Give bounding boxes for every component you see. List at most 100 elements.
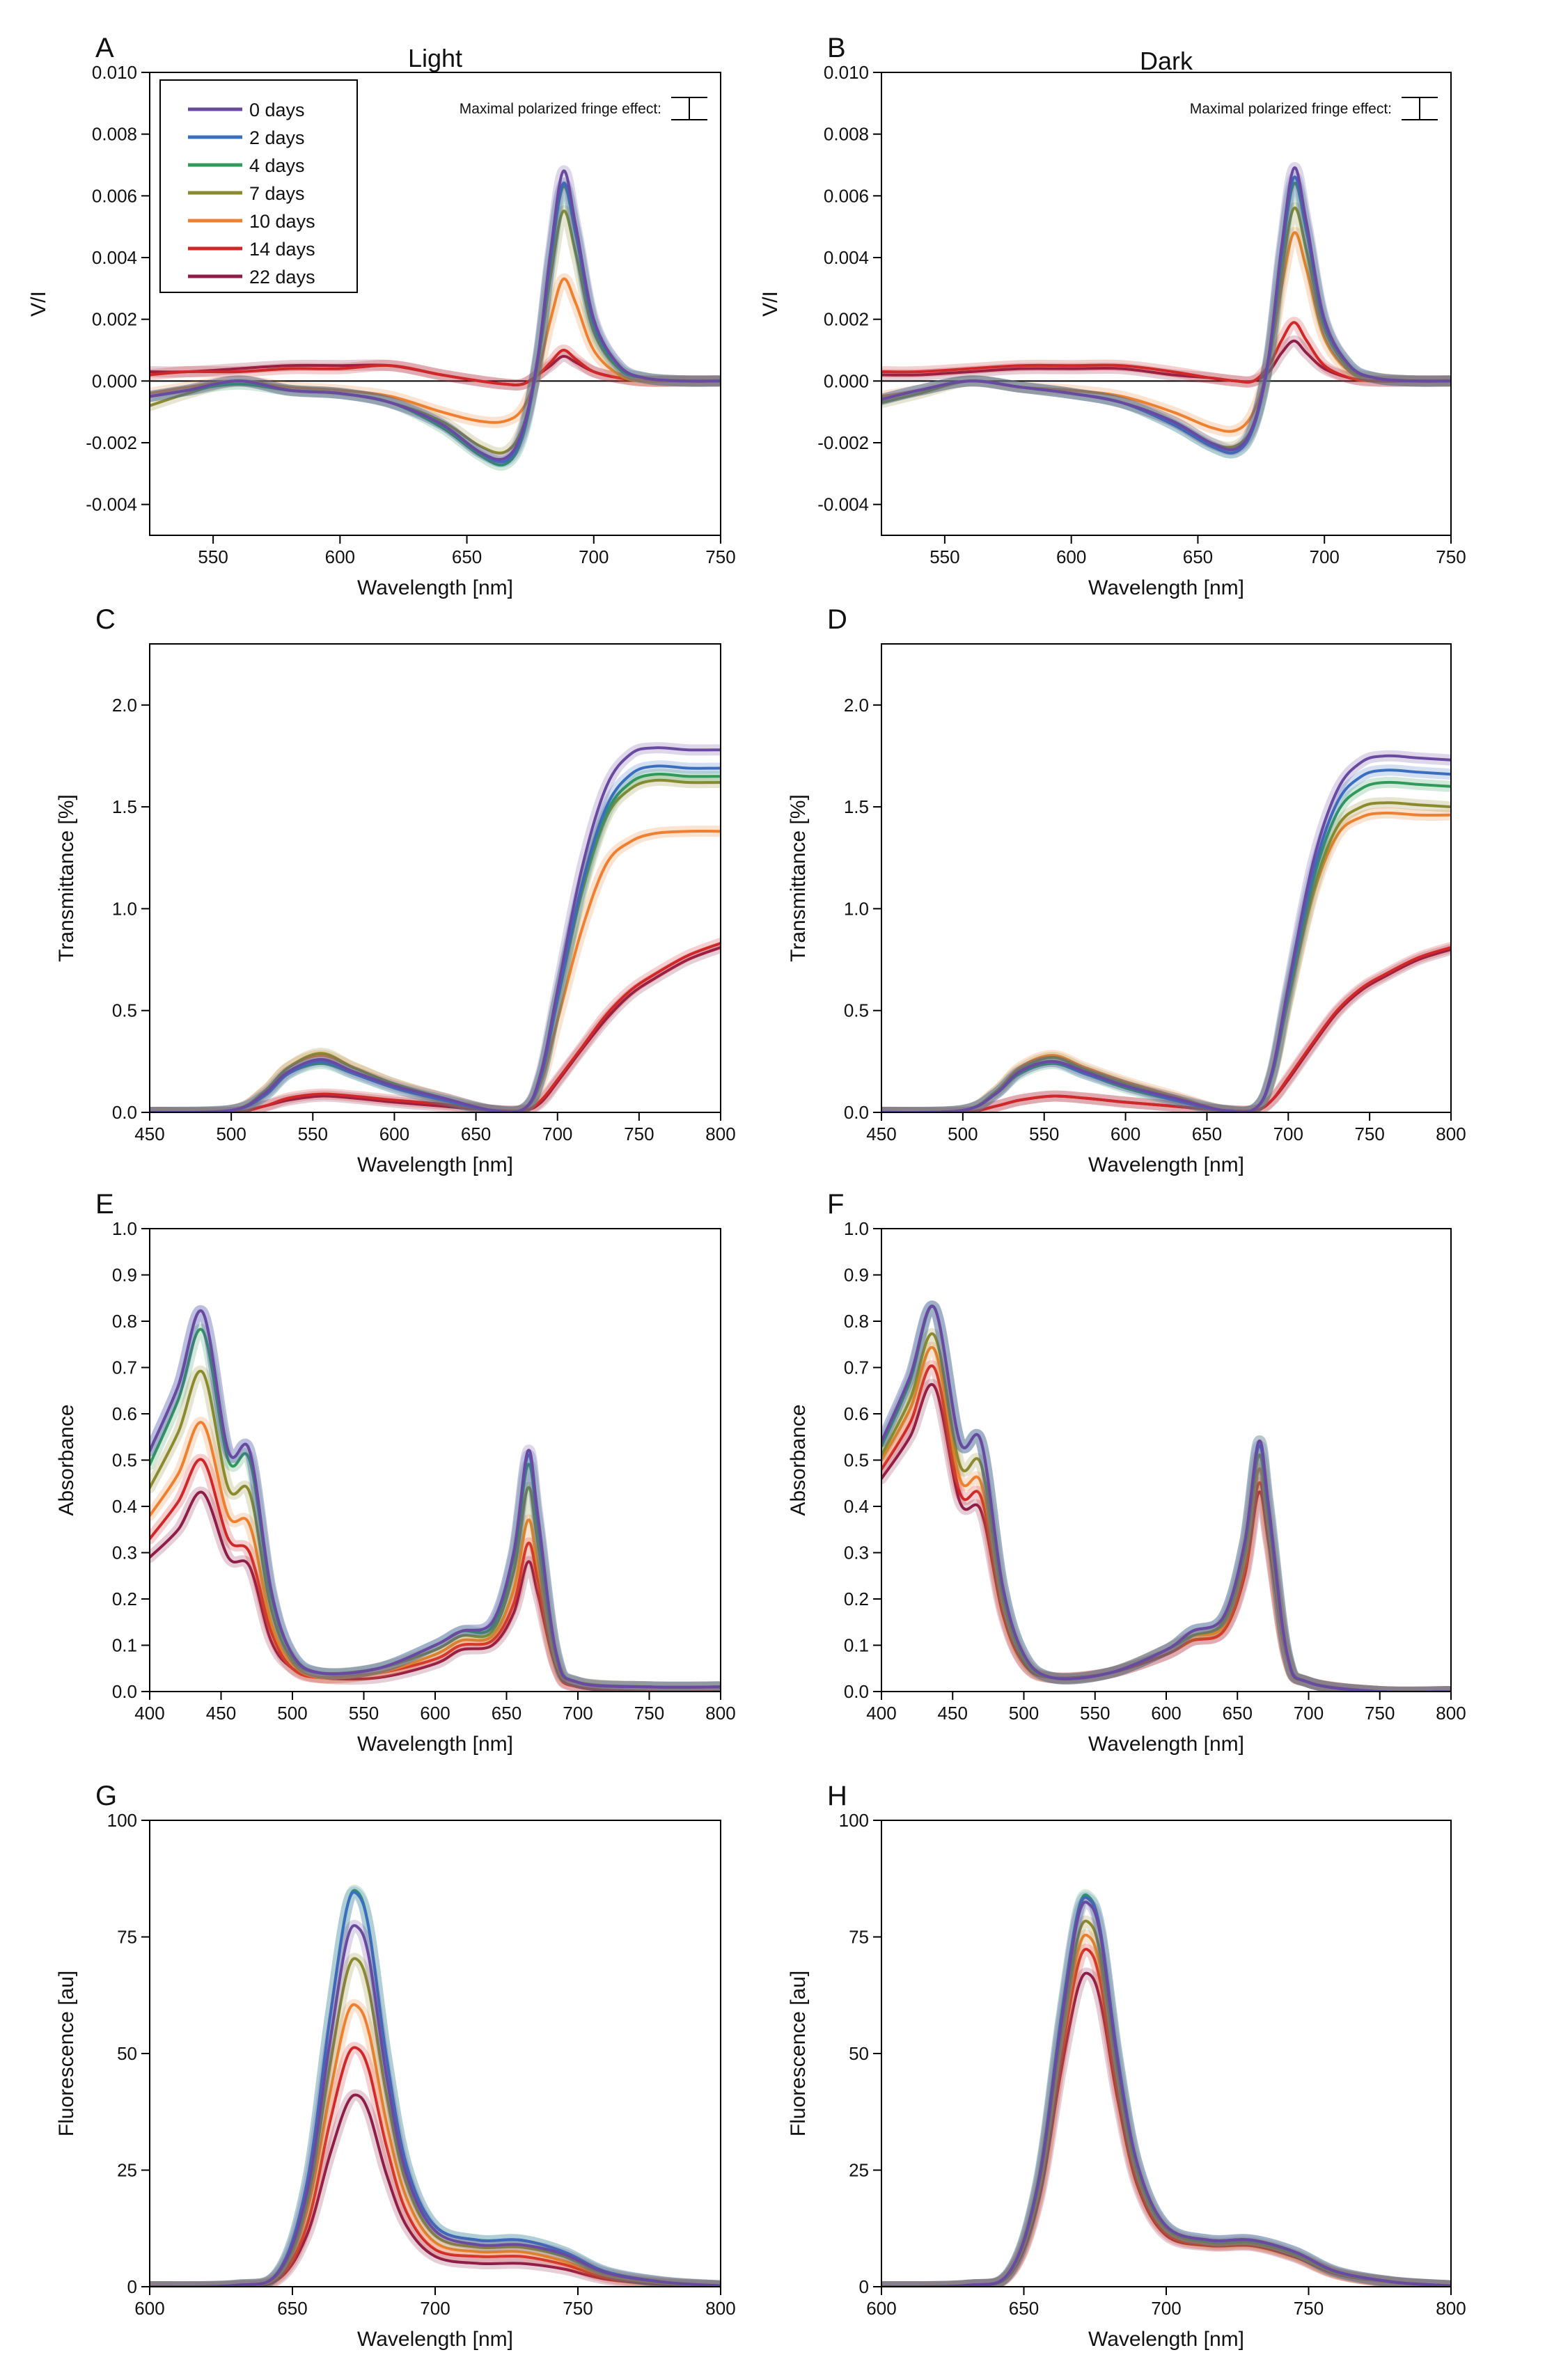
- y-tick-label: 0.7: [112, 1357, 137, 1378]
- x-tick-label: 650: [277, 2298, 307, 2319]
- column-title-light: Light: [408, 44, 462, 72]
- y-tick-label: 0: [127, 2276, 137, 2297]
- y-tick-label: 1.5: [844, 796, 869, 817]
- y-tick-label: 50: [117, 2043, 137, 2064]
- fringe-note: Maximal polarized fringe effect:: [460, 101, 661, 117]
- panel-letter: A: [95, 33, 114, 63]
- series-line-0-days: [150, 1924, 721, 2287]
- plot-frame: [149, 643, 721, 1113]
- plot-frame: [881, 72, 1452, 536]
- y-tick-label: 0.000: [92, 370, 137, 391]
- series-line-14-days: [150, 2046, 721, 2287]
- y-axis-label: Transmittance [%]: [55, 794, 78, 962]
- x-tick-label: 600: [1151, 1703, 1181, 1724]
- y-tick-label: 1.0: [112, 1218, 137, 1239]
- panel-letter: E: [95, 1189, 114, 1220]
- y-tick-label: 0.2: [112, 1589, 137, 1609]
- y-tick-label: 0.1: [112, 1635, 137, 1656]
- series-line-22-days: [150, 2093, 721, 2287]
- x-tick-label: 700: [1310, 546, 1340, 567]
- chart-panel-c: 450 500 550 600 650 700 750 800 0.0 0.5 1.0 1.5 2.0 W…: [55, 604, 736, 1176]
- y-tick-label: -0.002: [86, 432, 137, 453]
- y-tick-label: 0.5: [844, 1450, 869, 1471]
- series-line-2-days: [150, 1891, 721, 2287]
- series-line-10-days: [150, 2003, 721, 2287]
- x-tick-label: 600: [866, 2298, 896, 2319]
- y-tick-label: 0.0: [844, 1681, 869, 1702]
- panel-letter: D: [827, 604, 847, 635]
- series-group: [150, 742, 721, 1112]
- y-tick-label: 0.5: [844, 1000, 869, 1021]
- y-tick-label: -0.004: [86, 494, 137, 515]
- chart-panel-f: 400 450 500 550 600 650 700 750 800 0.0 0.1 0.2 0.3 0…: [787, 1189, 1466, 1756]
- x-tick-label: 700: [1151, 2298, 1181, 2319]
- x-tick-label: 500: [1009, 1703, 1039, 1724]
- x-tick-label: 450: [206, 1703, 236, 1724]
- y-tick-label: 0.2: [844, 1589, 869, 1609]
- x-tick-label: 600: [134, 2298, 164, 2319]
- y-tick-label: -0.002: [817, 432, 869, 453]
- y-tick-label: 1.0: [844, 1218, 869, 1239]
- legend-label: 4 days: [249, 155, 305, 176]
- y-tick-label: 0.006: [824, 185, 869, 206]
- y-tick-label: 0.5: [112, 1000, 137, 1021]
- y-tick-label: 0.006: [92, 185, 137, 206]
- y-tick-label: 100: [839, 1810, 869, 1831]
- x-tick-label: 500: [277, 1703, 307, 1724]
- series-line-14-days: [150, 349, 721, 386]
- x-tick-label: 800: [705, 2298, 735, 2319]
- series-line-14-days: [881, 321, 1451, 384]
- x-tick-label: 550: [298, 1124, 328, 1144]
- column-title-dark: Dark: [1140, 47, 1193, 75]
- y-tick-label: 0.004: [92, 247, 137, 268]
- x-tick-label: 500: [948, 1124, 978, 1144]
- x-tick-label: 550: [349, 1703, 379, 1724]
- series-line-0-days: [881, 166, 1451, 452]
- x-tick-label: 400: [134, 1703, 164, 1724]
- y-tick-label: 0.002: [824, 309, 869, 330]
- y-tick-label: 0.4: [112, 1496, 137, 1517]
- x-tick-label: 750: [1354, 1124, 1384, 1144]
- x-tick-label: 700: [420, 2298, 450, 2319]
- x-tick-label: 800: [1436, 1703, 1466, 1724]
- panel-letter: C: [95, 604, 116, 635]
- y-tick-label: 75: [849, 1927, 869, 1948]
- x-tick-label: 450: [134, 1124, 164, 1144]
- x-axis-label: Wavelength [nm]: [1088, 576, 1244, 599]
- x-tick-label: 650: [1009, 2298, 1039, 2319]
- y-axis-label: Fluorescence [au]: [55, 1971, 78, 2136]
- panel-letter: G: [95, 1781, 117, 1811]
- chart-panel-a: 550 600 650 700 750 -0.004 -0.002 0.000 0.002 0.0…: [27, 33, 736, 599]
- series-group: [150, 1884, 721, 2287]
- chart-panels: 550 600 650 700 750-0.004-0.0020.0000.0020.0…: [27, 33, 1466, 2351]
- series-group: [881, 1889, 1451, 2287]
- legend-label: 14 days: [249, 239, 315, 260]
- series-line-0-days: [881, 1900, 1451, 2287]
- y-tick-label: 1.0: [844, 898, 869, 919]
- x-tick-label: 700: [1294, 1703, 1324, 1724]
- legend: 0 days 2 days 4 days 7 days 10 days 14 days 22…: [159, 79, 358, 293]
- panel-letter: F: [827, 1189, 844, 1220]
- x-tick-label: 650: [1192, 1124, 1222, 1144]
- y-axis-label: Transmittance [%]: [787, 794, 810, 962]
- x-tick-label: 600: [325, 546, 355, 567]
- y-axis-label: V/I: [27, 291, 50, 317]
- legend-label: 22 days: [249, 267, 315, 287]
- series-group: [150, 1305, 721, 1692]
- y-tick-label: 0.010: [92, 62, 137, 83]
- x-tick-label: 400: [866, 1703, 896, 1724]
- y-tick-label: 0.9: [844, 1265, 869, 1286]
- x-tick-label: 750: [1294, 2298, 1324, 2319]
- x-tick-label: 500: [216, 1124, 246, 1144]
- x-tick-label: 800: [705, 1124, 735, 1144]
- x-tick-label: 450: [938, 1703, 968, 1724]
- y-tick-label: 25: [117, 2160, 137, 2181]
- series-line-0-days: [881, 1305, 1451, 1692]
- y-tick-label: 0.4: [844, 1496, 869, 1517]
- y-tick-label: -0.004: [817, 494, 869, 515]
- y-tick-label: 0.6: [112, 1403, 137, 1424]
- fringe-note: Maximal polarized fringe effect:: [1190, 101, 1392, 117]
- chart-panel-g: 600 650 700 750 800 0 25 50 75 100 Wavelength [nm]…: [55, 1781, 736, 2351]
- legend-label: 2 days: [249, 127, 305, 148]
